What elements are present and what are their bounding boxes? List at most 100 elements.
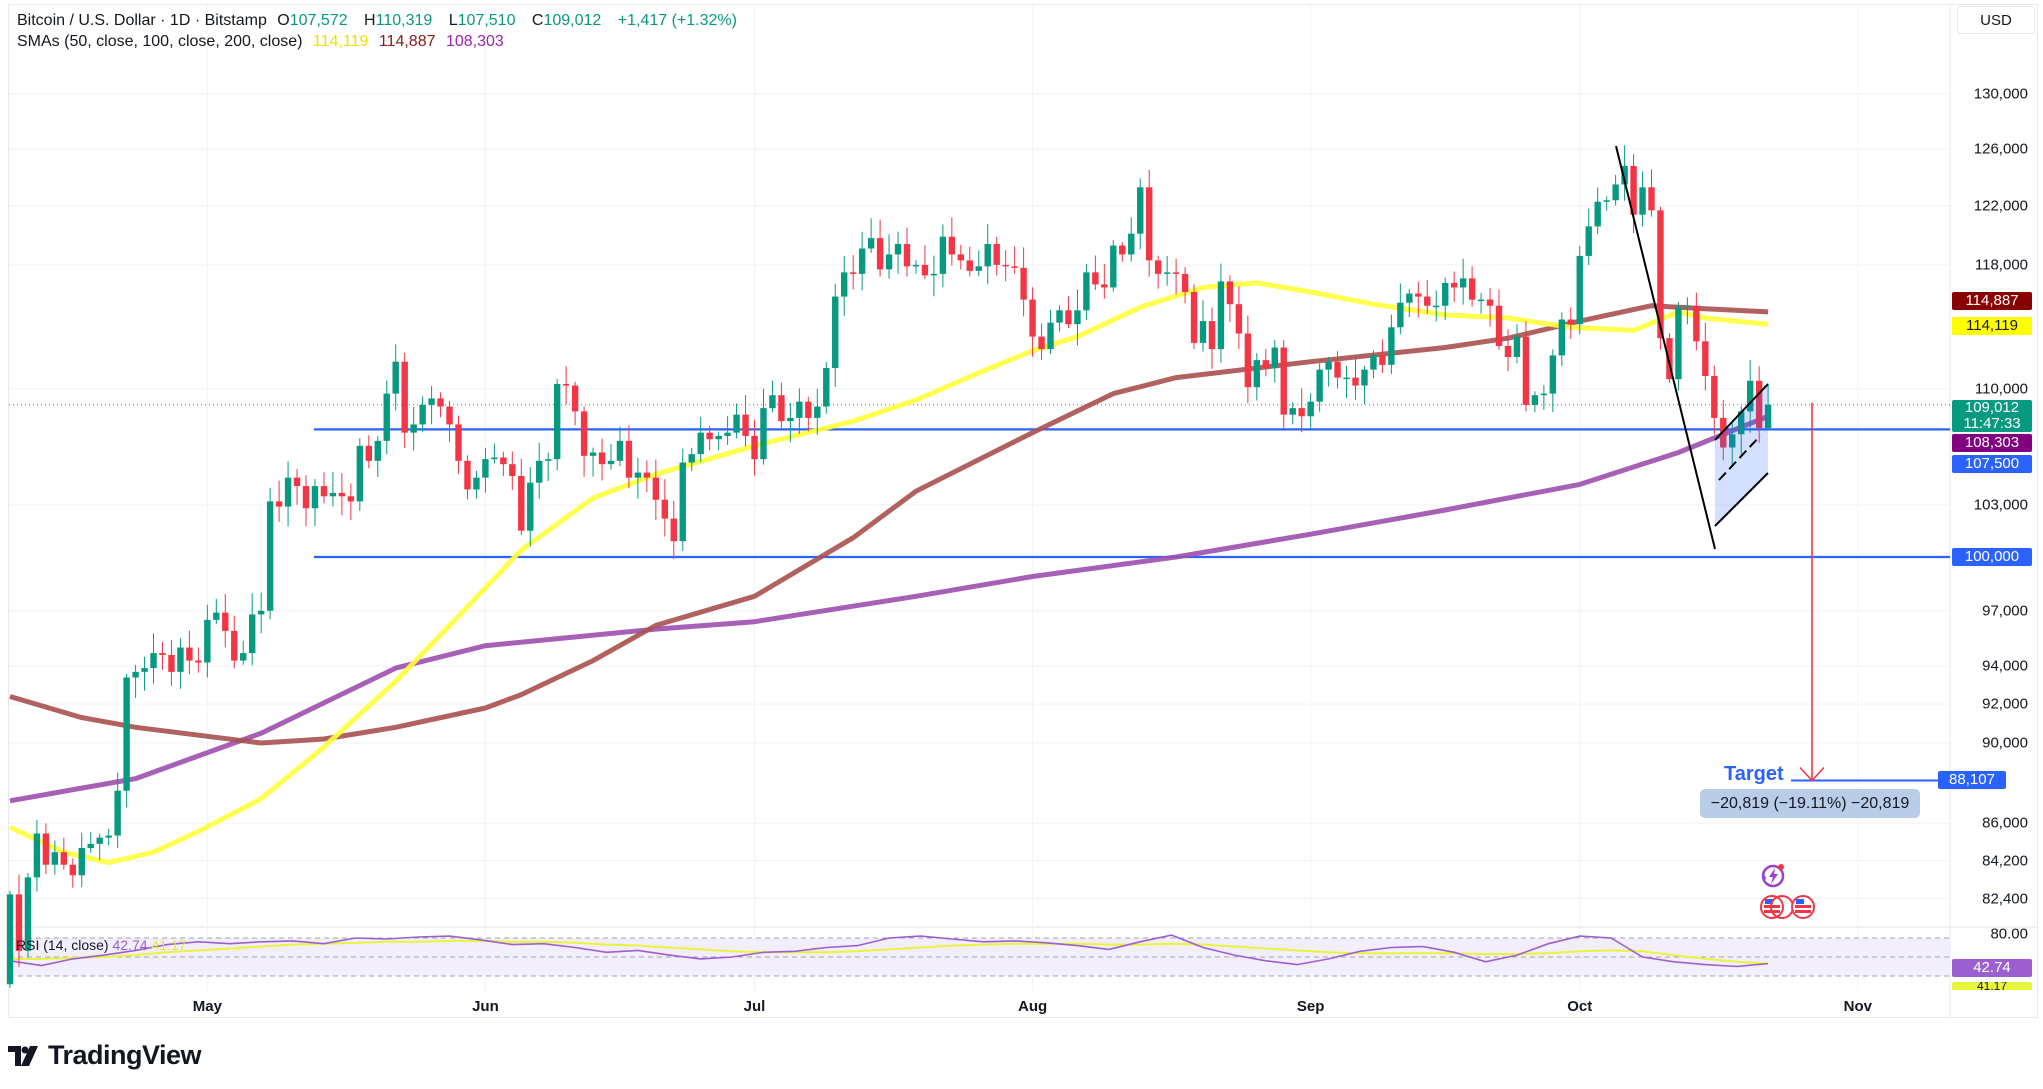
- candle-body: [1764, 404, 1772, 429]
- candle-body: [1567, 319, 1574, 325]
- bear-flag-drawings: [1615, 145, 1769, 550]
- rsi-badge: 42.74: [1952, 959, 2032, 977]
- candle-body: [1540, 393, 1548, 396]
- candle-bullish: [1343, 365, 1350, 399]
- flag-mid-line: [1718, 435, 1761, 481]
- candle-body: [96, 837, 103, 844]
- symbol-title[interactable]: Bitcoin / U.S. Dollar · 1D · Bitstamp: [17, 12, 267, 29]
- candle-bearish: [42, 823, 50, 875]
- candle-body: [302, 486, 310, 509]
- candle-bearish: [1235, 286, 1243, 349]
- month-label: Jul: [743, 998, 766, 1015]
- candle-bearish: [652, 459, 660, 520]
- candle-body: [320, 486, 328, 497]
- candle-body: [1065, 310, 1072, 325]
- candle-body: [1083, 272, 1090, 311]
- candle-bearish: [1092, 255, 1099, 290]
- low-value: 107,510: [457, 12, 516, 29]
- candle-body: [383, 393, 390, 441]
- candle-body: [1056, 310, 1063, 323]
- tradingview-logo[interactable]: TradingView: [8, 1040, 202, 1071]
- candle-body: [69, 864, 76, 876]
- candle-body: [643, 472, 651, 478]
- candle-bullish: [392, 344, 399, 411]
- candle-body: [921, 264, 929, 276]
- candle-body: [1074, 310, 1081, 325]
- candle-body: [805, 401, 812, 418]
- candle-bearish: [661, 479, 669, 537]
- candle-body: [491, 457, 498, 460]
- legend-ohlc: Bitcoin / U.S. Dollar · 1D · Bitstamp O1…: [17, 12, 737, 29]
- candle-body: [616, 440, 624, 461]
- candle-body: [1199, 321, 1207, 343]
- candle-body: [1298, 408, 1305, 417]
- us-economic-events-icons[interactable]: [1760, 894, 1816, 927]
- ai-lightning-icon[interactable]: [1756, 862, 1786, 895]
- candle-bullish: [204, 604, 211, 678]
- candle-bullish: [1163, 256, 1171, 286]
- candle-body: [634, 472, 642, 478]
- candle-body: [849, 272, 857, 274]
- candle-body: [1343, 377, 1350, 380]
- currency-button[interactable]: USD: [1957, 6, 2035, 34]
- flagpole-line: [1615, 145, 1716, 550]
- candle-bullish: [240, 640, 247, 665]
- candle-body: [1289, 408, 1296, 415]
- candle-body: [1585, 226, 1592, 256]
- candle-body: [1011, 266, 1018, 268]
- candle-bullish: [428, 385, 435, 425]
- candle-bearish: [966, 246, 973, 277]
- candle-body: [1424, 296, 1431, 306]
- rsi-legend[interactable]: RSI (14, close) 42.74 41.17: [16, 937, 186, 953]
- candle-bearish: [1415, 281, 1422, 318]
- candle-bullish: [1675, 302, 1682, 391]
- candle-body: [15, 894, 23, 951]
- candle-bullish: [1477, 292, 1485, 314]
- candle-body: [1262, 360, 1269, 369]
- candle-bearish: [1020, 247, 1027, 317]
- candle-bullish: [769, 380, 776, 413]
- month-label: May: [192, 998, 222, 1015]
- candle-bullish: [715, 431, 722, 451]
- candle-bullish: [105, 828, 112, 846]
- candle-bullish: [114, 772, 121, 849]
- candle-bearish: [1755, 366, 1763, 443]
- candle-body: [1657, 210, 1664, 339]
- sma50-badge: 114,119: [1952, 317, 2032, 335]
- candle-body: [240, 653, 247, 661]
- candle-bearish: [670, 500, 677, 560]
- candle-body: [1415, 293, 1422, 297]
- candles: [6, 145, 1772, 988]
- candle-body: [1549, 355, 1557, 394]
- candle-bullish: [1047, 309, 1054, 354]
- candle-bearish: [500, 451, 507, 477]
- flag-lower-line: [1714, 472, 1769, 527]
- candle-bullish: [1137, 178, 1144, 250]
- candle-bullish: [87, 832, 94, 853]
- candle-body: [275, 501, 283, 507]
- candle-bullish: [383, 380, 390, 455]
- candle-body: [939, 236, 947, 274]
- candle-bullish: [284, 461, 292, 527]
- candle-bullish: [78, 832, 85, 888]
- candle-bearish: [1450, 271, 1458, 303]
- candle-bullish: [1612, 174, 1619, 206]
- candle-bullish: [1442, 277, 1449, 320]
- candle-body: [1558, 319, 1566, 356]
- price-tick: 94,000: [1982, 657, 2028, 675]
- candle-body: [1271, 347, 1278, 369]
- candle-bullish: [1459, 258, 1467, 305]
- sma-label[interactable]: SMAs (50, close, 100, close, 200, close): [17, 33, 303, 50]
- candle-bearish: [562, 366, 570, 405]
- candle-body: [1639, 187, 1646, 215]
- price-tick: 92,000: [1982, 695, 2028, 713]
- last-price-badge: 109,012 11:47:33: [1952, 400, 2032, 432]
- price-tick: 126,000: [1973, 140, 2028, 158]
- legend-sma: SMAs (50, close, 100, close, 200, close)…: [17, 33, 510, 51]
- rsi-pane: [9, 934, 1950, 977]
- high-value: 110,319: [375, 12, 433, 29]
- candle-body: [213, 612, 220, 620]
- candle-bearish: [1298, 388, 1305, 433]
- candle-bullish: [823, 362, 830, 414]
